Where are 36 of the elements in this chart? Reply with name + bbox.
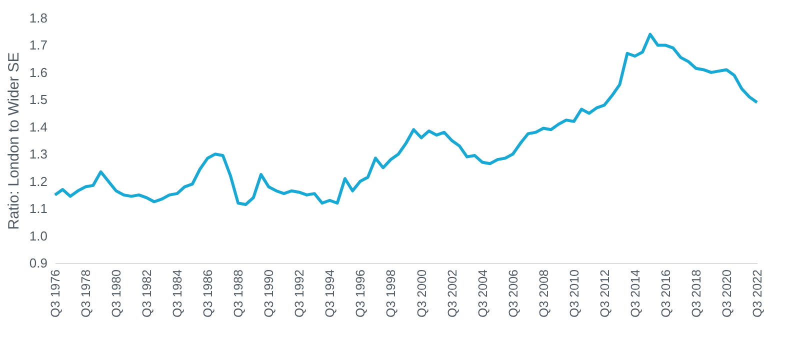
x-tick-label: Q3 1996 [354,269,368,318]
x-tick-label: Q3 2006 [506,269,520,318]
y-tick-label: 1.1 [29,201,48,216]
y-tick-label: 1.7 [29,38,48,53]
y-tick-label: 1.0 [29,228,48,244]
x-tick-label: Q3 2008 [536,269,551,318]
x-tick-label: Q3 1998 [384,269,398,318]
x-tick-label: Q3 1986 [201,269,216,318]
y-axis-title: Ratio: London to Wider SE [5,52,22,230]
x-tick-label: Q3 2020 [720,269,734,318]
y-tick-label: 1.5 [29,92,48,108]
y-tick-label: 1.2 [29,174,48,189]
x-tick-label: Q3 1984 [170,269,185,318]
y-tick-label: 0.9 [29,256,48,270]
x-tick-label: Q3 1990 [262,269,276,318]
x-tick-label: Q3 1976 [48,269,62,318]
line-series [54,32,758,206]
x-tick-label: Q3 1988 [232,269,246,318]
x-tick-label: Q3 2000 [414,269,429,318]
x-tick-label: Q3 2010 [567,269,582,318]
y-tick-label: 1.4 [29,119,48,134]
y-tick-label: 1.6 [29,64,48,80]
x-tick-label: Q3 2018 [689,269,704,318]
y-tick-label: 1.3 [29,146,48,162]
x-tick-label: Q3 1994 [323,269,338,318]
x-tick-label: Q3 2016 [658,269,673,318]
x-tick-label: Q3 2022 [750,269,764,318]
x-tick-label: Q3 1982 [140,269,154,318]
x-tick-label: Q3 2014 [628,269,642,318]
x-tick-label: Q3 1978 [79,269,94,318]
x-tick-label: Q3 2002 [445,269,460,318]
y-tick-label: 1.8 [29,10,48,26]
x-tick-label: Q3 2004 [476,269,490,318]
x-tick-label: Q3 2012 [598,269,612,318]
x-tick-label: Q3 1992 [292,269,307,318]
x-tick-label: Q3 1980 [110,269,124,318]
